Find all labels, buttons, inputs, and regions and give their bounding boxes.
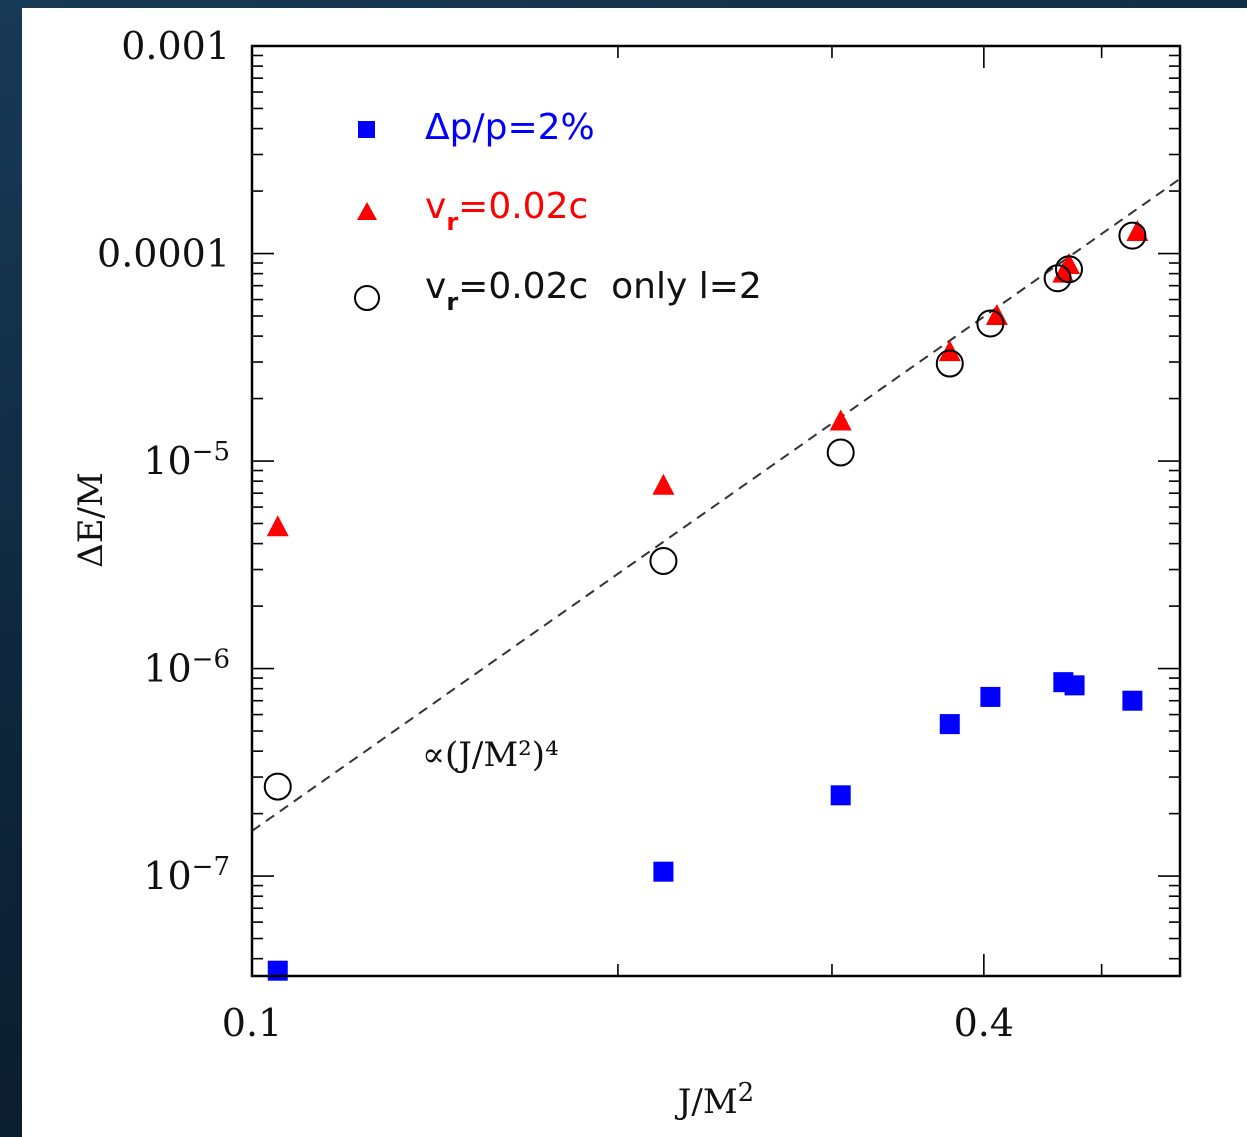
point-triangle	[1126, 219, 1149, 241]
axis-ticks	[251, 45, 1180, 976]
figure-panel: 0.001 0.0001 10−5 10−6 10−7 0.1 0.4 J/M2 ΔE/M …	[22, 8, 1247, 1137]
data-points	[263, 219, 1149, 981]
point-circle	[649, 546, 678, 575]
point-square	[939, 714, 960, 735]
y-tick-label: 0.001	[121, 24, 230, 68]
legend-label-dp: Δp/p=2%	[425, 107, 595, 148]
y-tick-label: 0.0001	[97, 232, 230, 276]
point-triangle	[266, 515, 289, 537]
x-axis-label: J/M2	[675, 1078, 754, 1122]
point-triangle	[985, 303, 1008, 325]
point-circle	[1043, 264, 1072, 293]
legend-marker-circle	[354, 285, 380, 311]
y-axis-label: ΔE/M	[71, 472, 111, 568]
legend-marker-triangle	[357, 202, 377, 220]
y-tick-label: 10−5	[143, 437, 230, 483]
point-square	[830, 785, 851, 806]
x-tick-label: 0.4	[954, 1001, 1014, 1045]
plot-frame	[250, 44, 1182, 978]
tick-labels: 0.001 0.0001 10−5 10−6 10−7 0.1 0.4	[97, 24, 1014, 1045]
point-triangle	[1057, 253, 1080, 275]
point-triangle	[652, 473, 675, 495]
point-square	[1064, 675, 1085, 696]
y-tick-label: 10−7	[143, 852, 230, 898]
legend-label-vr: vr=0.02c	[425, 186, 588, 236]
legend-label-vr-l2: vr=0.02c only l=2	[425, 266, 762, 316]
fit-line	[251, 178, 1181, 832]
fit-annotation: ∝(J/M²)⁴	[422, 735, 559, 775]
fit-line-group	[251, 178, 1181, 832]
point-square	[267, 960, 288, 981]
y-tick-label: 10−6	[143, 645, 230, 691]
point-square	[653, 861, 674, 882]
legend-marker-square	[358, 121, 375, 138]
legend: Δp/p=2% vr=0.02c vr=0.02c only l=2	[354, 107, 762, 316]
point-square	[980, 686, 1001, 707]
point-circle	[1118, 221, 1147, 250]
point-circle	[935, 349, 964, 378]
x-tick-label: 0.1	[222, 1001, 282, 1045]
point-triangle	[829, 409, 852, 431]
point-circle	[263, 772, 292, 801]
point-circle	[976, 309, 1005, 338]
point-circle	[826, 438, 855, 467]
point-square	[1122, 690, 1143, 711]
point-circle	[1054, 255, 1083, 284]
